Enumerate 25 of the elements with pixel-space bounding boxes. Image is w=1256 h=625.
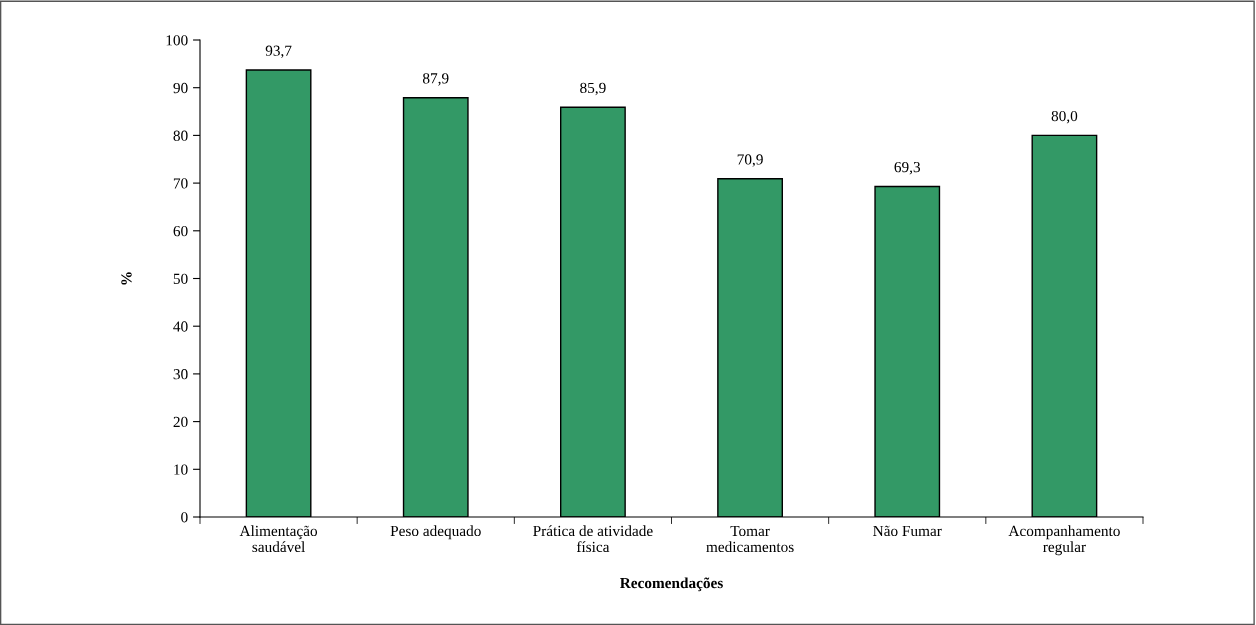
data-label: 93,7 [265,45,292,59]
x-tick-label: Peso adequado [390,525,481,540]
y-axis-title: % [121,272,132,285]
data-label: 87,9 [422,73,449,86]
y-tick-label: 10 [174,464,188,475]
y-tick-label: 50 [173,273,188,284]
x-tick-label: Acompanhamento regular [1008,525,1120,556]
x-tick-label: Tomar medicamentos [706,525,794,553]
data-label: 70,9 [737,154,763,167]
y-tick-label: 90 [173,82,188,94]
x-axis-title: Recomendações [620,577,723,592]
y-tick-label: 0 [181,512,188,523]
data-label: 80,0 [1051,110,1078,124]
y-tick-label: 40 [173,321,188,332]
y-tick-label: 100 [166,35,188,46]
y-tick-label: 70 [173,178,188,189]
x-tick-label: Prática de atividade física [533,525,653,553]
y-tick-label: 80 [173,130,188,141]
y-tick-label: 20 [173,416,188,428]
x-tick-label: Alimentação saudável [239,525,318,553]
x-tick-label: Não Fumar [873,525,942,537]
y-tick-label: 60 [173,225,188,237]
data-label: 69,3 [894,161,921,175]
data-label: 85,9 [580,82,606,96]
y-tick-label: 30 [173,369,188,380]
